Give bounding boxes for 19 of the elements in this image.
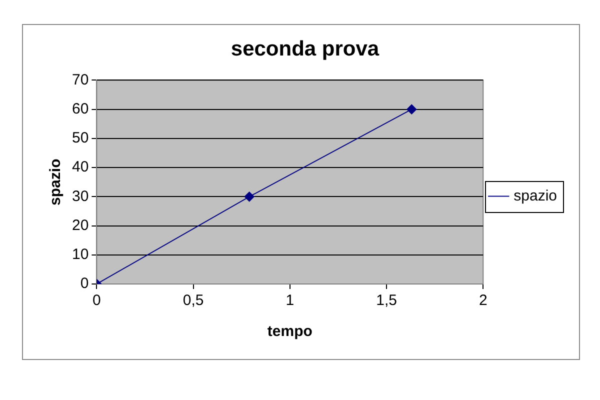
x-tick-label: 0,5: [182, 292, 204, 310]
y-tick-label: 0: [80, 275, 89, 292]
x-tick-label: 1,5: [376, 292, 397, 310]
legend-label: spazio: [514, 187, 557, 204]
y-tick-label: 60: [72, 100, 89, 118]
y-tick-label: 10: [72, 246, 89, 264]
y-axis-title: spazio: [47, 158, 64, 206]
y-tick-label: 50: [72, 130, 89, 147]
y-tick-label: 70: [72, 71, 89, 88]
x-axis-title: tempo: [267, 323, 312, 340]
point: [244, 192, 254, 202]
y-tick-label: 40: [72, 158, 89, 176]
x-tick-label: 1: [286, 292, 294, 310]
x-tick-label: 2: [478, 292, 488, 310]
point: [406, 104, 417, 114]
y-tick-label: 20: [72, 216, 89, 234]
chart-title: seconda prova: [230, 37, 380, 60]
y-tick-label: 30: [72, 188, 89, 205]
x-tick-label: 0: [92, 292, 101, 310]
